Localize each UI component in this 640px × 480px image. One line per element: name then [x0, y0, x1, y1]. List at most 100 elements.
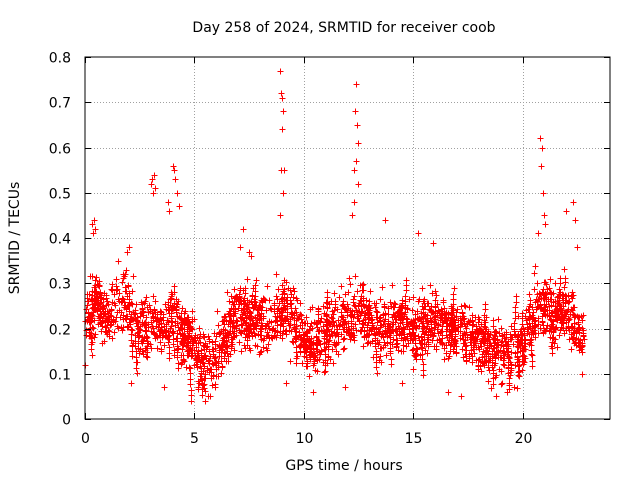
data-point-marker [372, 304, 379, 311]
data-point-marker [198, 376, 205, 383]
y-tick-label: 0.8 [49, 51, 71, 67]
data-point-marker [499, 332, 506, 339]
data-point-marker [98, 320, 105, 327]
data-point-marker [425, 339, 432, 346]
data-point-marker [239, 322, 246, 329]
data-point-marker [258, 348, 265, 355]
data-point-marker [524, 326, 531, 333]
data-point-marker [165, 199, 172, 206]
data-point-marker [420, 361, 427, 368]
data-point-marker [413, 356, 420, 363]
data-point-marker [532, 263, 539, 270]
data-point-marker [511, 320, 518, 327]
data-point-marker [103, 302, 110, 309]
data-point-marker [441, 356, 448, 363]
data-point-marker [218, 358, 225, 365]
data-point-marker [510, 341, 517, 348]
data-point-marker [438, 328, 445, 335]
y-tick-label: 0.4 [49, 232, 71, 248]
data-point-marker [357, 297, 364, 304]
data-point-marker [342, 384, 349, 391]
data-point-marker [556, 286, 563, 293]
data-point-marker [277, 212, 284, 219]
data-point-marker [168, 323, 175, 330]
data-point-marker [293, 349, 300, 356]
data-point-marker [571, 340, 578, 347]
data-point-marker [393, 337, 400, 344]
data-point-marker [132, 343, 139, 350]
data-point-marker [218, 370, 225, 377]
data-point-marker [143, 294, 150, 301]
data-point-marker [86, 313, 93, 320]
data-point-marker [291, 310, 298, 317]
data-point-marker [87, 319, 94, 326]
data-point-marker [374, 370, 381, 377]
data-point-marker [164, 334, 171, 341]
data-point-marker [124, 293, 131, 300]
data-point-marker [555, 308, 562, 315]
data-point-marker [548, 328, 555, 335]
data-point-marker [346, 275, 353, 282]
data-point-marker [521, 353, 528, 360]
data-point-marker [518, 326, 525, 333]
data-point-marker [186, 333, 193, 340]
data-point-marker [406, 296, 413, 303]
data-point-marker [305, 337, 312, 344]
data-point-marker [405, 340, 412, 347]
data-point-marker [451, 316, 458, 323]
data-point-marker [347, 307, 354, 314]
data-point-marker [575, 325, 582, 332]
data-point-marker [285, 285, 292, 292]
data-point-marker [341, 335, 348, 342]
data-point-marker [540, 190, 547, 197]
data-point-marker [265, 341, 272, 348]
data-point-marker [443, 350, 450, 357]
data-point-marker [554, 344, 561, 351]
data-point-marker [226, 298, 233, 305]
data-point-marker [399, 380, 406, 387]
data-point-marker [534, 291, 541, 298]
data-point-marker [511, 326, 518, 333]
data-point-marker [485, 378, 492, 385]
data-point-marker [350, 296, 357, 303]
chart-title: Day 258 of 2024, SRMTID for receiver coo… [192, 20, 495, 36]
data-point-marker [277, 68, 284, 75]
data-point-marker [224, 342, 231, 349]
data-point-marker [472, 329, 479, 336]
data-point-marker [330, 318, 337, 325]
data-point-marker [402, 293, 409, 300]
data-point-marker [372, 337, 379, 344]
data-point-marker [513, 293, 520, 300]
data-point-marker [284, 313, 291, 320]
data-point-marker [303, 329, 310, 336]
data-point-marker [297, 311, 304, 318]
data-point-marker [549, 350, 556, 357]
data-point-marker [324, 289, 331, 296]
data-point-marker [197, 331, 204, 338]
data-point-marker [490, 381, 497, 388]
data-point-marker [212, 338, 219, 345]
data-point-marker [572, 339, 579, 346]
data-point-marker [336, 294, 343, 301]
data-point-marker [236, 294, 243, 301]
data-point-marker [376, 328, 383, 335]
data-point-marker [113, 276, 120, 283]
data-point-marker [372, 343, 379, 350]
data-point-marker [374, 319, 381, 326]
data-point-marker [244, 276, 251, 283]
data-point-marker [122, 288, 129, 295]
data-point-marker [374, 309, 381, 316]
data-point-marker [128, 337, 135, 344]
data-point-marker [488, 385, 495, 392]
data-point-marker [137, 313, 144, 320]
data-point-marker [274, 296, 281, 303]
data-point-marker [176, 203, 183, 210]
data-point-marker [512, 304, 519, 311]
data-point-marker [175, 365, 182, 372]
data-point-marker [183, 364, 190, 371]
axis-ticks [85, 57, 610, 420]
data-point-marker [148, 181, 155, 188]
data-point-marker [298, 312, 305, 319]
data-point-marker [200, 342, 207, 349]
data-point-marker [142, 328, 149, 335]
